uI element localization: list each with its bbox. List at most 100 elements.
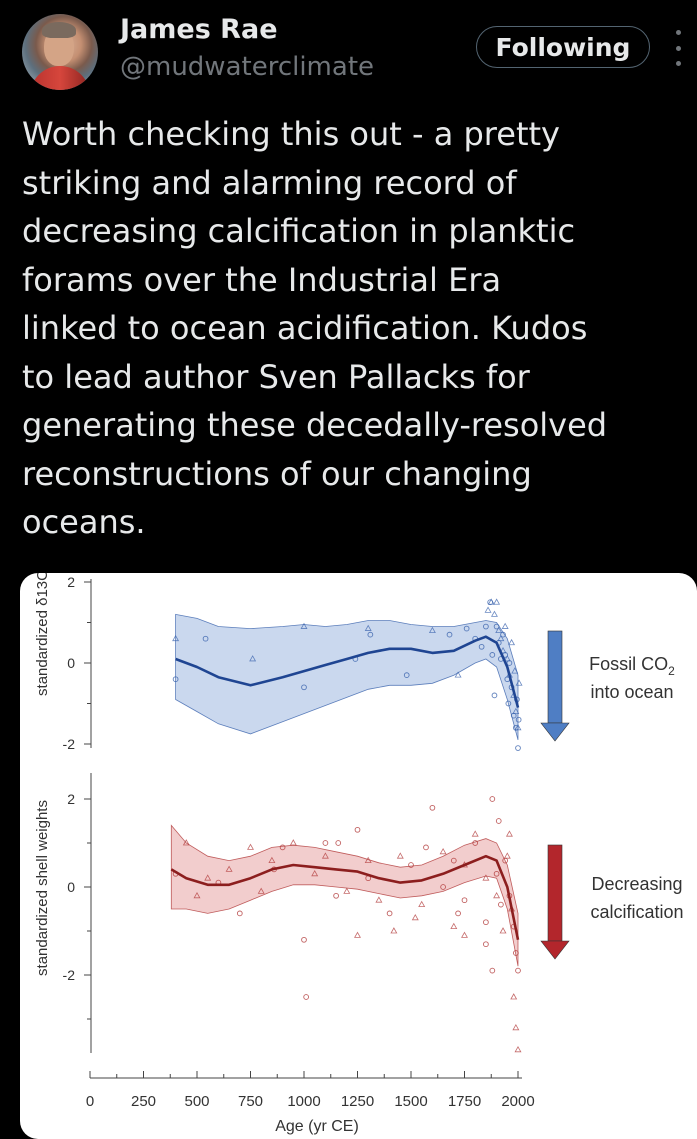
x-tick-label: 2000 xyxy=(501,1093,534,1110)
data-point-circle xyxy=(455,910,461,917)
data-point-circle xyxy=(333,892,339,899)
data-point-triangle xyxy=(375,896,383,903)
data-point-circle xyxy=(513,950,519,956)
more-dot xyxy=(675,30,681,35)
data-point-triangle xyxy=(511,667,519,674)
data-point-circle xyxy=(335,840,342,846)
data-point-circle xyxy=(493,623,500,630)
more-vertical-icon[interactable] xyxy=(670,30,686,66)
author-avatar[interactable] xyxy=(22,14,98,90)
data-point-circle xyxy=(478,643,485,650)
x-tick-label: 1500 xyxy=(394,1093,427,1110)
data-point-circle xyxy=(279,844,286,851)
data-point-circle xyxy=(354,826,361,833)
data-point-triangle xyxy=(204,874,212,881)
data-point-triangle xyxy=(490,610,498,617)
data-point-triangle xyxy=(503,655,511,662)
data-point-triangle xyxy=(471,830,479,837)
data-point-triangle xyxy=(512,1023,520,1031)
annotation-arrow-head xyxy=(540,940,570,960)
data-point-circle xyxy=(515,745,521,751)
annotation-arrow-shaft xyxy=(547,844,563,942)
x-tick-label: 500 xyxy=(184,1093,209,1110)
data-point-triangle xyxy=(512,707,520,714)
data-point-triangle xyxy=(487,598,495,605)
data-point-triangle xyxy=(172,634,180,642)
annotation-subscript: 2 xyxy=(668,664,675,678)
y-tick-label: -2 xyxy=(63,736,76,752)
y-tick-label: -2 xyxy=(63,967,76,983)
y-tick-label: 2 xyxy=(67,574,75,590)
author-name[interactable]: James Rae xyxy=(120,14,278,45)
data-point-circle xyxy=(367,631,374,638)
data-point-triangle xyxy=(343,887,351,894)
data-point-triangle xyxy=(450,922,458,929)
data-point-circle xyxy=(301,936,307,943)
chart-figure: 2 0 -2 standardized δ13C Fossil CO2 into ocea… xyxy=(34,573,684,1135)
data-point-circle xyxy=(403,672,410,679)
data-point-circle xyxy=(491,692,498,699)
data-point-triangle xyxy=(499,927,507,934)
data-point-triangle xyxy=(501,622,509,629)
x-tick-label: 0 xyxy=(86,1093,94,1110)
data-point-circle xyxy=(489,652,496,658)
data-point-circle xyxy=(483,919,489,926)
data-point-triangle xyxy=(300,622,308,629)
data-point-circle xyxy=(236,910,243,917)
data-point-circle xyxy=(472,840,479,846)
x-tick-label: 1250 xyxy=(341,1093,374,1110)
tweet-text: Worth checking this out - a pretty strik… xyxy=(22,115,608,541)
y-axis-label: standardized δ13C xyxy=(34,573,51,696)
data-point-circle xyxy=(489,967,496,974)
data-point-circle xyxy=(515,967,521,974)
data-point-circle xyxy=(440,884,446,890)
data-point-triangle xyxy=(514,723,522,731)
following-button[interactable]: Following xyxy=(476,26,650,68)
data-point-triangle xyxy=(493,891,501,899)
data-point-circle xyxy=(322,840,329,846)
trend-line xyxy=(170,854,520,941)
data-point-triangle xyxy=(508,638,516,646)
data-point-triangle xyxy=(225,865,233,872)
data-point-circle xyxy=(515,716,522,723)
annotation-line2: calcification xyxy=(590,902,683,922)
y-axis-label: standardized shell weights xyxy=(34,800,51,976)
trend-line xyxy=(175,635,520,708)
data-point-circle xyxy=(423,844,429,851)
data-point-triangle xyxy=(461,931,468,938)
data-point-triangle xyxy=(482,874,490,881)
x-tick-label: 750 xyxy=(238,1093,263,1110)
annotation-line1: Fossil CO2 xyxy=(589,654,675,678)
author-handle[interactable]: @mudwaterclimate xyxy=(120,52,375,82)
avatar-jacket xyxy=(30,66,90,90)
data-point-triangle xyxy=(257,887,265,894)
annotation-line2: into ocean xyxy=(590,682,673,702)
data-point-triangle xyxy=(311,869,319,877)
annotation-line1: Decreasing xyxy=(591,874,682,894)
y-tick-label: 2 xyxy=(67,791,75,807)
more-dot xyxy=(675,61,681,66)
data-point-triangle xyxy=(499,647,507,654)
y-tick-label: 0 xyxy=(67,879,75,895)
data-point-triangle xyxy=(249,655,257,662)
data-point-circle xyxy=(498,901,504,908)
data-point-triangle xyxy=(497,634,505,642)
data-point-triangle xyxy=(428,626,436,633)
data-point-triangle xyxy=(510,993,518,1000)
data-point-circle xyxy=(301,684,307,691)
data-point-triangle xyxy=(514,1045,522,1053)
data-point-circle xyxy=(500,631,506,638)
data-point-circle xyxy=(303,994,309,1000)
data-point-circle xyxy=(202,635,209,642)
data-point-circle xyxy=(429,804,436,811)
data-point-triangle xyxy=(364,624,372,631)
x-tick-label: 250 xyxy=(131,1093,156,1110)
data-point-triangle xyxy=(289,839,297,846)
data-point-triangle xyxy=(505,830,513,837)
data-point-triangle xyxy=(454,671,462,678)
data-point-triangle xyxy=(411,913,419,921)
x-axis-label: Age (yr CE) xyxy=(275,1118,359,1135)
tweet-media-image[interactable]: 2 0 -2 standardized δ13C Fossil CO2 into ocea… xyxy=(20,573,697,1139)
data-point-circle xyxy=(513,724,519,731)
data-point-circle xyxy=(461,897,468,904)
